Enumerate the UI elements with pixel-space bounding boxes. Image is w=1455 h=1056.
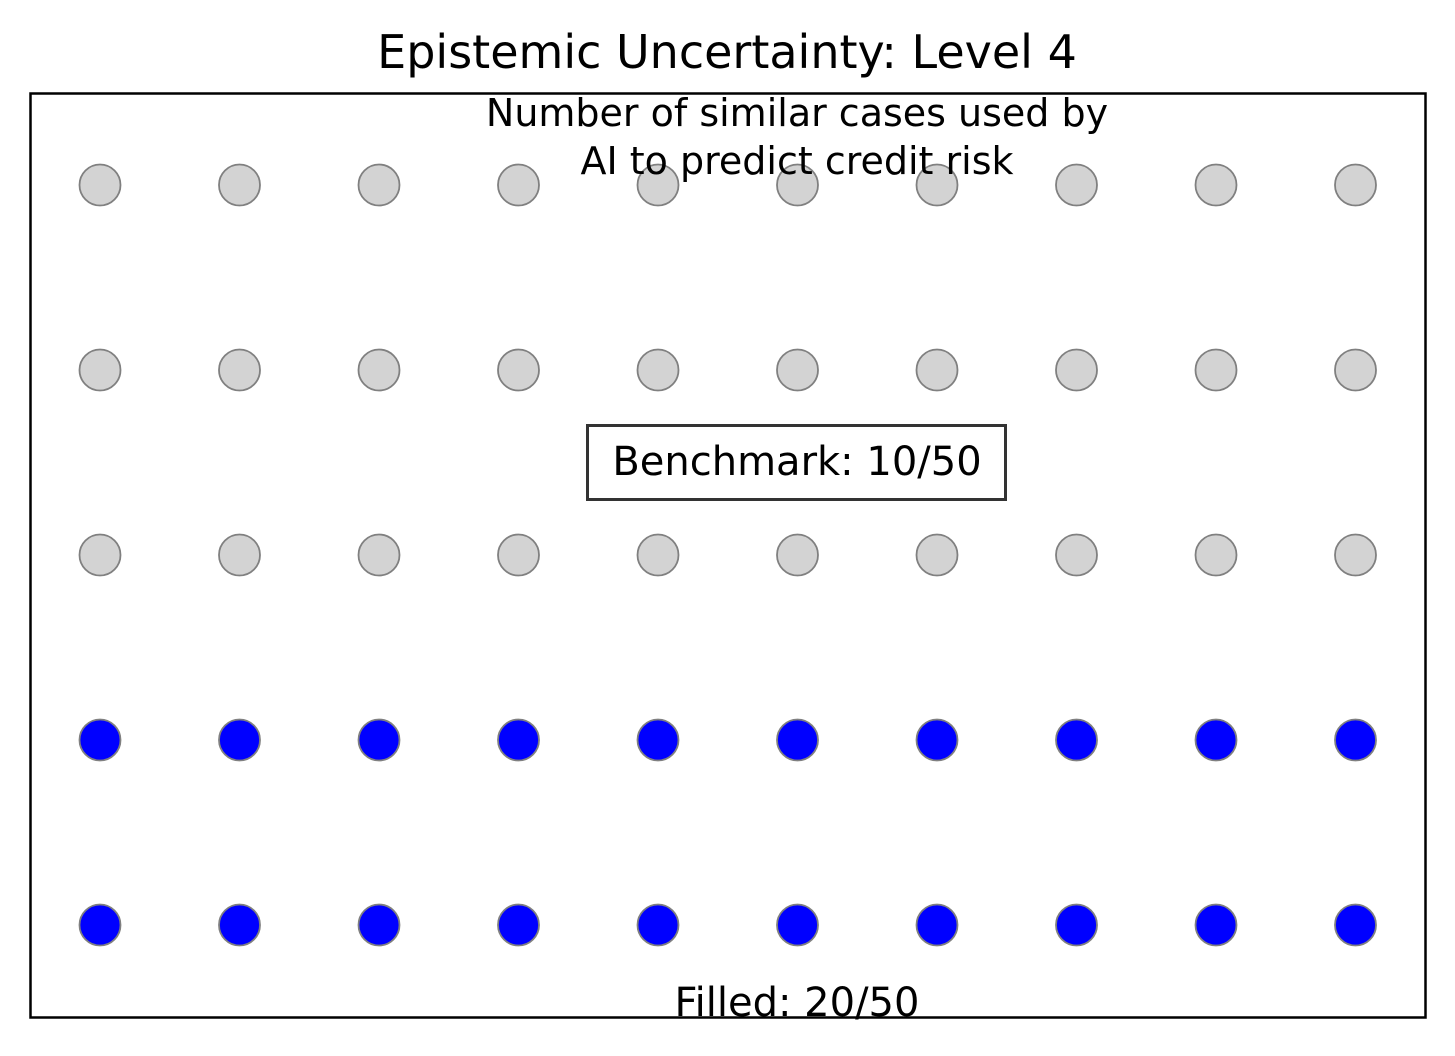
- empty-case-dot: [776, 533, 819, 577]
- empty-case-dot: [915, 163, 959, 207]
- empty-case-dot: [636, 163, 680, 207]
- empty-case-dot: [915, 348, 959, 392]
- empty-case-dot: [1194, 533, 1238, 577]
- benchmark-label: Benchmark: 10/50: [612, 439, 981, 485]
- empty-case-dot: [78, 348, 122, 392]
- empty-case-dot: [776, 348, 819, 392]
- filled-case-dot: [636, 903, 680, 947]
- empty-case-dot: [1334, 533, 1377, 577]
- filled-case-dot: [636, 718, 680, 762]
- chart-subtitle-line-1: Number of similar cases used by: [486, 91, 1108, 135]
- empty-case-dot: [218, 163, 261, 207]
- empty-case-dot: [497, 533, 540, 577]
- filled-case-dot: [78, 718, 122, 762]
- empty-case-dot: [78, 533, 122, 577]
- empty-case-dot: [1334, 348, 1377, 392]
- filled-case-dot: [357, 903, 401, 947]
- filled-case-dot: [915, 903, 959, 947]
- benchmark-box: [586, 424, 1007, 501]
- empty-case-dot: [357, 533, 401, 577]
- empty-case-dot: [1334, 163, 1377, 207]
- empty-case-dot: [357, 163, 401, 207]
- filled-case-dot: [218, 903, 261, 947]
- filled-case-dot: [357, 718, 401, 762]
- filled-case-dot: [497, 718, 540, 762]
- filled-case-dot: [1334, 903, 1377, 947]
- empty-case-dot: [497, 163, 540, 207]
- chart-subtitle-line-2: AI to predict credit risk: [580, 139, 1013, 183]
- plot-frame: [29, 92, 1427, 1019]
- empty-case-dot: [1055, 533, 1098, 577]
- empty-case-dot: [1055, 348, 1098, 392]
- chart-title: Epistemic Uncertainty: Level 4: [377, 25, 1077, 79]
- empty-case-dot: [1194, 163, 1238, 207]
- filled-case-dot: [776, 903, 819, 947]
- empty-case-dot: [776, 163, 819, 207]
- filled-case-dot: [78, 903, 122, 947]
- filled-case-dot: [776, 718, 819, 762]
- filled-case-dot: [1055, 903, 1098, 947]
- empty-case-dot: [497, 348, 540, 392]
- dot-array: [78, 163, 1377, 947]
- filled-count-label: Filled: 20/50: [675, 980, 920, 1026]
- empty-case-dot: [1055, 163, 1098, 207]
- empty-case-dot: [218, 533, 261, 577]
- empty-case-dot: [78, 163, 122, 207]
- empty-case-dot: [636, 533, 680, 577]
- benchmark-annotation: Benchmark: 10/50: [586, 424, 1007, 501]
- filled-case-dot: [1334, 718, 1377, 762]
- empty-case-dot: [357, 348, 401, 392]
- filled-case-dot: [1194, 903, 1238, 947]
- filled-case-dot: [915, 718, 959, 762]
- empty-case-dot: [636, 348, 680, 392]
- filled-case-dot: [218, 718, 261, 762]
- empty-case-dot: [1194, 348, 1238, 392]
- filled-case-dot: [497, 903, 540, 947]
- filled-case-dot: [1055, 718, 1098, 762]
- empty-case-dot: [218, 348, 261, 392]
- filled-case-dot: [1194, 718, 1238, 762]
- empty-case-dot: [915, 533, 959, 577]
